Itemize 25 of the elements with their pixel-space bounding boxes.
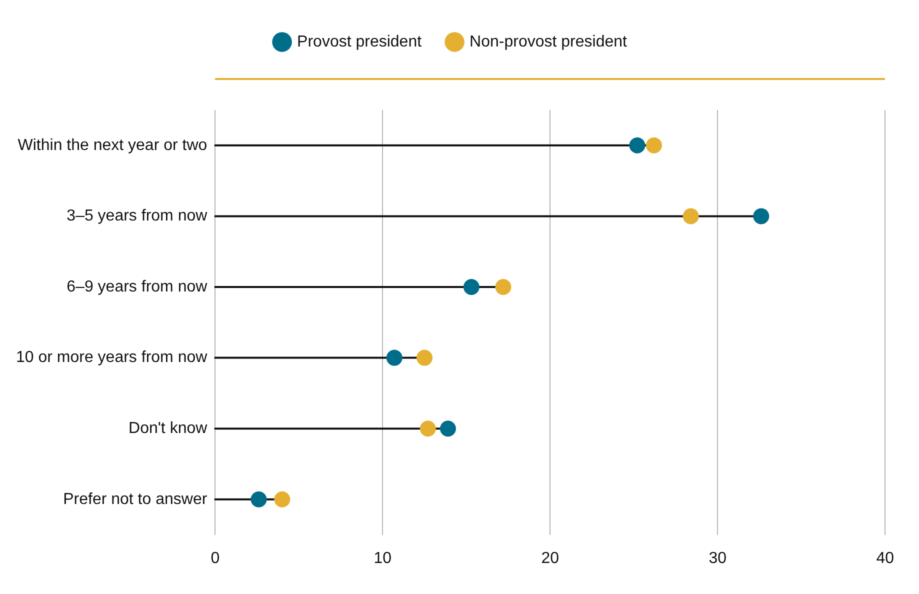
point	[753, 208, 770, 224]
y-tick-label: 3–5 years from now	[66, 208, 208, 225]
x-tick-label: 40	[876, 550, 894, 567]
point	[463, 279, 480, 295]
point	[250, 491, 267, 508]
x-tick-label: 30	[708, 550, 727, 567]
point	[420, 420, 436, 437]
point	[629, 137, 646, 154]
x-tick-label: 10	[374, 550, 392, 567]
y-tick-label: 6–9 years from now	[66, 278, 208, 296]
y-tick-label: 10 or more years from now	[16, 349, 208, 366]
y-tick-label: Within the next year or two	[18, 136, 208, 154]
point	[495, 279, 512, 295]
x-tick-label: 0	[210, 550, 220, 567]
point	[416, 350, 433, 366]
point	[646, 137, 662, 154]
legend-label: Non-provost president	[470, 33, 628, 50]
y-tick-label: Prefer not to answer	[63, 490, 208, 508]
point	[682, 208, 699, 224]
point	[440, 420, 456, 437]
point	[274, 491, 290, 508]
x-tick-label: 20	[541, 550, 560, 567]
point	[386, 350, 402, 366]
y-tick-label: Don't know	[128, 420, 208, 438]
legend-label: Provost president	[297, 33, 422, 50]
